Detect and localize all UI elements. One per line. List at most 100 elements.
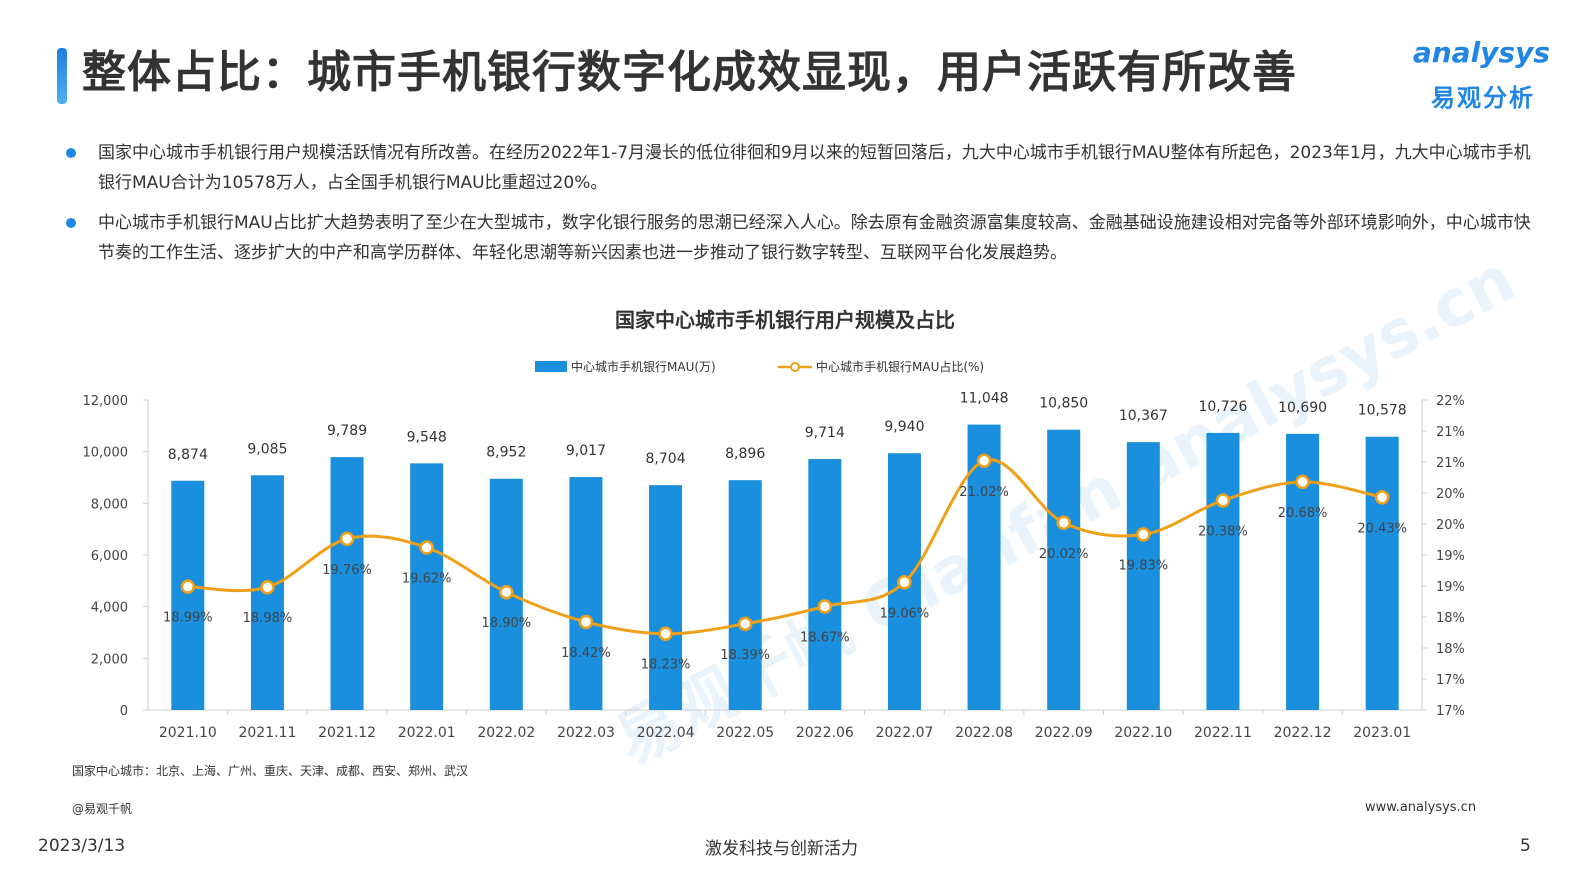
bar-mark xyxy=(569,477,603,710)
bullet-item: 中心城市手机银行MAU占比扩大趋势表明了至少在大型城市，数字化银行服务的思潮已经… xyxy=(66,208,1536,268)
line-value-label: 21.02% xyxy=(959,485,1009,500)
x-tick-label: 2022.06 xyxy=(796,725,854,741)
line-point xyxy=(339,531,355,547)
bar-value-label: 10,367 xyxy=(1119,408,1168,424)
bar-value-label: 9,017 xyxy=(566,443,606,459)
y-right-tick-label: 21% xyxy=(1436,456,1465,471)
line-point xyxy=(578,614,594,630)
y-right-tick-label: 17% xyxy=(1436,673,1465,688)
bar-value-label: 9,548 xyxy=(407,429,447,445)
x-tick-label: 2021.10 xyxy=(159,725,217,741)
y-right-tick-label: 20% xyxy=(1436,487,1465,502)
bar-mark xyxy=(728,480,762,710)
bullet-text: 国家中心城市手机银行用户规模活跃情况有所改善。在经历2022年1-7月漫长的低位… xyxy=(98,143,1531,193)
bar-mark xyxy=(1047,429,1081,710)
line-point xyxy=(499,584,514,600)
x-tick-label: 2022.03 xyxy=(557,725,615,741)
legend-label-line: 中心城市手机银行MAU占比(%) xyxy=(816,359,984,374)
line-point xyxy=(1374,490,1390,505)
y-right-tick-label: 20% xyxy=(1436,518,1465,533)
y-right-tick-label: 22% xyxy=(1436,394,1465,409)
bar-value-label: 9,940 xyxy=(884,419,924,435)
y-left-tick-label: 8,000 xyxy=(91,497,128,512)
source-label: @易观千帆 xyxy=(72,802,133,816)
line-value-label: 20.43% xyxy=(1357,521,1407,536)
line-point xyxy=(658,626,673,641)
bullet-item: 国家中心城市手机银行用户规模活跃情况有所改善。在经历2022年1-7月漫长的低位… xyxy=(66,138,1536,198)
chart-title: 国家中心城市手机银行用户规模及占比 xyxy=(615,308,955,332)
logo-english: analysys xyxy=(1412,36,1550,69)
y-left-tick-label: 12,000 xyxy=(83,394,129,409)
x-tick-label: 2022.07 xyxy=(875,725,933,741)
bar-mark xyxy=(1126,442,1160,710)
bar-value-label: 10,850 xyxy=(1039,396,1088,412)
x-tick-label: 2021.12 xyxy=(318,725,376,741)
y-left-tick-label: 4,000 xyxy=(91,601,128,616)
line-point xyxy=(1295,474,1310,490)
x-tick-label: 2022.04 xyxy=(637,725,695,741)
line-value-label: 19.06% xyxy=(880,606,930,621)
bar-mark xyxy=(808,459,842,710)
x-tick-label: 2022.01 xyxy=(398,725,456,741)
bar-mark xyxy=(330,457,364,710)
line-point xyxy=(1136,527,1151,542)
line-point xyxy=(817,599,833,614)
bar-mark xyxy=(967,424,1001,710)
bar-value-label: 10,690 xyxy=(1278,400,1327,416)
line-value-label: 19.62% xyxy=(402,572,452,587)
website-link[interactable]: www.analysys.cn xyxy=(1365,800,1477,815)
line-point xyxy=(976,453,992,469)
bar-mark xyxy=(1206,432,1240,710)
line-value-label: 18.99% xyxy=(163,611,213,626)
y-right-tick-label: 19% xyxy=(1436,580,1465,595)
line-point xyxy=(1056,515,1071,531)
line-value-label: 20.02% xyxy=(1039,547,1089,562)
bar-mark xyxy=(1365,436,1399,710)
y-right-tick-label: 18% xyxy=(1436,611,1465,626)
legend-label-bar: 中心城市手机银行MAU(万) xyxy=(571,359,716,374)
line-value-label: 20.38% xyxy=(1198,524,1248,539)
footer-slogan: 激发科技与创新活力 xyxy=(705,839,858,859)
line-point xyxy=(897,575,912,590)
share-line xyxy=(187,458,1383,636)
bullet-list: 国家中心城市手机银行用户规模活跃情况有所改善。在经历2022年1-7月漫长的低位… xyxy=(66,138,1536,278)
y-left-tick-label: 0 xyxy=(120,704,128,719)
x-tick-label: 2022.02 xyxy=(477,725,535,741)
y-right-tick-label: 21% xyxy=(1436,425,1465,440)
x-tick-label: 2023.01 xyxy=(1353,725,1411,741)
y-right-tick-label: 18% xyxy=(1436,642,1465,657)
line-value-label: 18.90% xyxy=(482,616,532,631)
bullet-dot-icon xyxy=(66,148,76,158)
line-point xyxy=(1215,493,1231,508)
bar-value-label: 8,704 xyxy=(646,451,686,467)
line-value-label: 20.68% xyxy=(1278,506,1328,521)
x-tick-label: 2022.11 xyxy=(1194,725,1252,741)
line-value-label: 19.76% xyxy=(322,563,372,578)
legend-swatch-marker xyxy=(790,362,800,372)
line-point xyxy=(419,540,434,555)
bar-value-label: 9,085 xyxy=(247,441,287,457)
y-left-tick-label: 10,000 xyxy=(83,446,129,461)
report-date: 2023/3/13 xyxy=(38,836,126,856)
chart-container: 国家中心城市手机银行用户规模及占比中心城市手机银行MAU(万) 中心城市手机银行M… xyxy=(0,290,1587,810)
bar-mark xyxy=(410,463,444,710)
line-point xyxy=(180,579,196,594)
bar-value-label: 9,714 xyxy=(805,425,845,441)
line-value-label: 18.42% xyxy=(561,646,611,661)
line-point xyxy=(260,579,275,595)
page-title: 整体占比：城市手机银行数字化成效显现，用户活跃有所改善 xyxy=(82,47,1297,98)
logo-chinese: 易观分析 xyxy=(1431,84,1535,112)
bar-value-label: 10,726 xyxy=(1198,399,1247,415)
page-number: 5 xyxy=(1520,836,1531,856)
bar-value-label: 8,952 xyxy=(486,445,526,461)
bar-mark xyxy=(649,485,683,710)
x-tick-label: 2022.08 xyxy=(955,725,1013,741)
line-value-label: 18.39% xyxy=(720,648,770,663)
footnote-cities: 国家中心城市：北京、上海、广州、重庆、天津、成都、西安、郑州、武汉 xyxy=(72,764,469,778)
bar-value-label: 11,048 xyxy=(960,391,1009,407)
bar-value-label: 10,578 xyxy=(1358,403,1407,419)
x-tick-label: 2022.12 xyxy=(1274,725,1332,741)
line-value-label: 18.98% xyxy=(243,611,293,626)
y-right-tick-label: 17% xyxy=(1436,704,1465,719)
